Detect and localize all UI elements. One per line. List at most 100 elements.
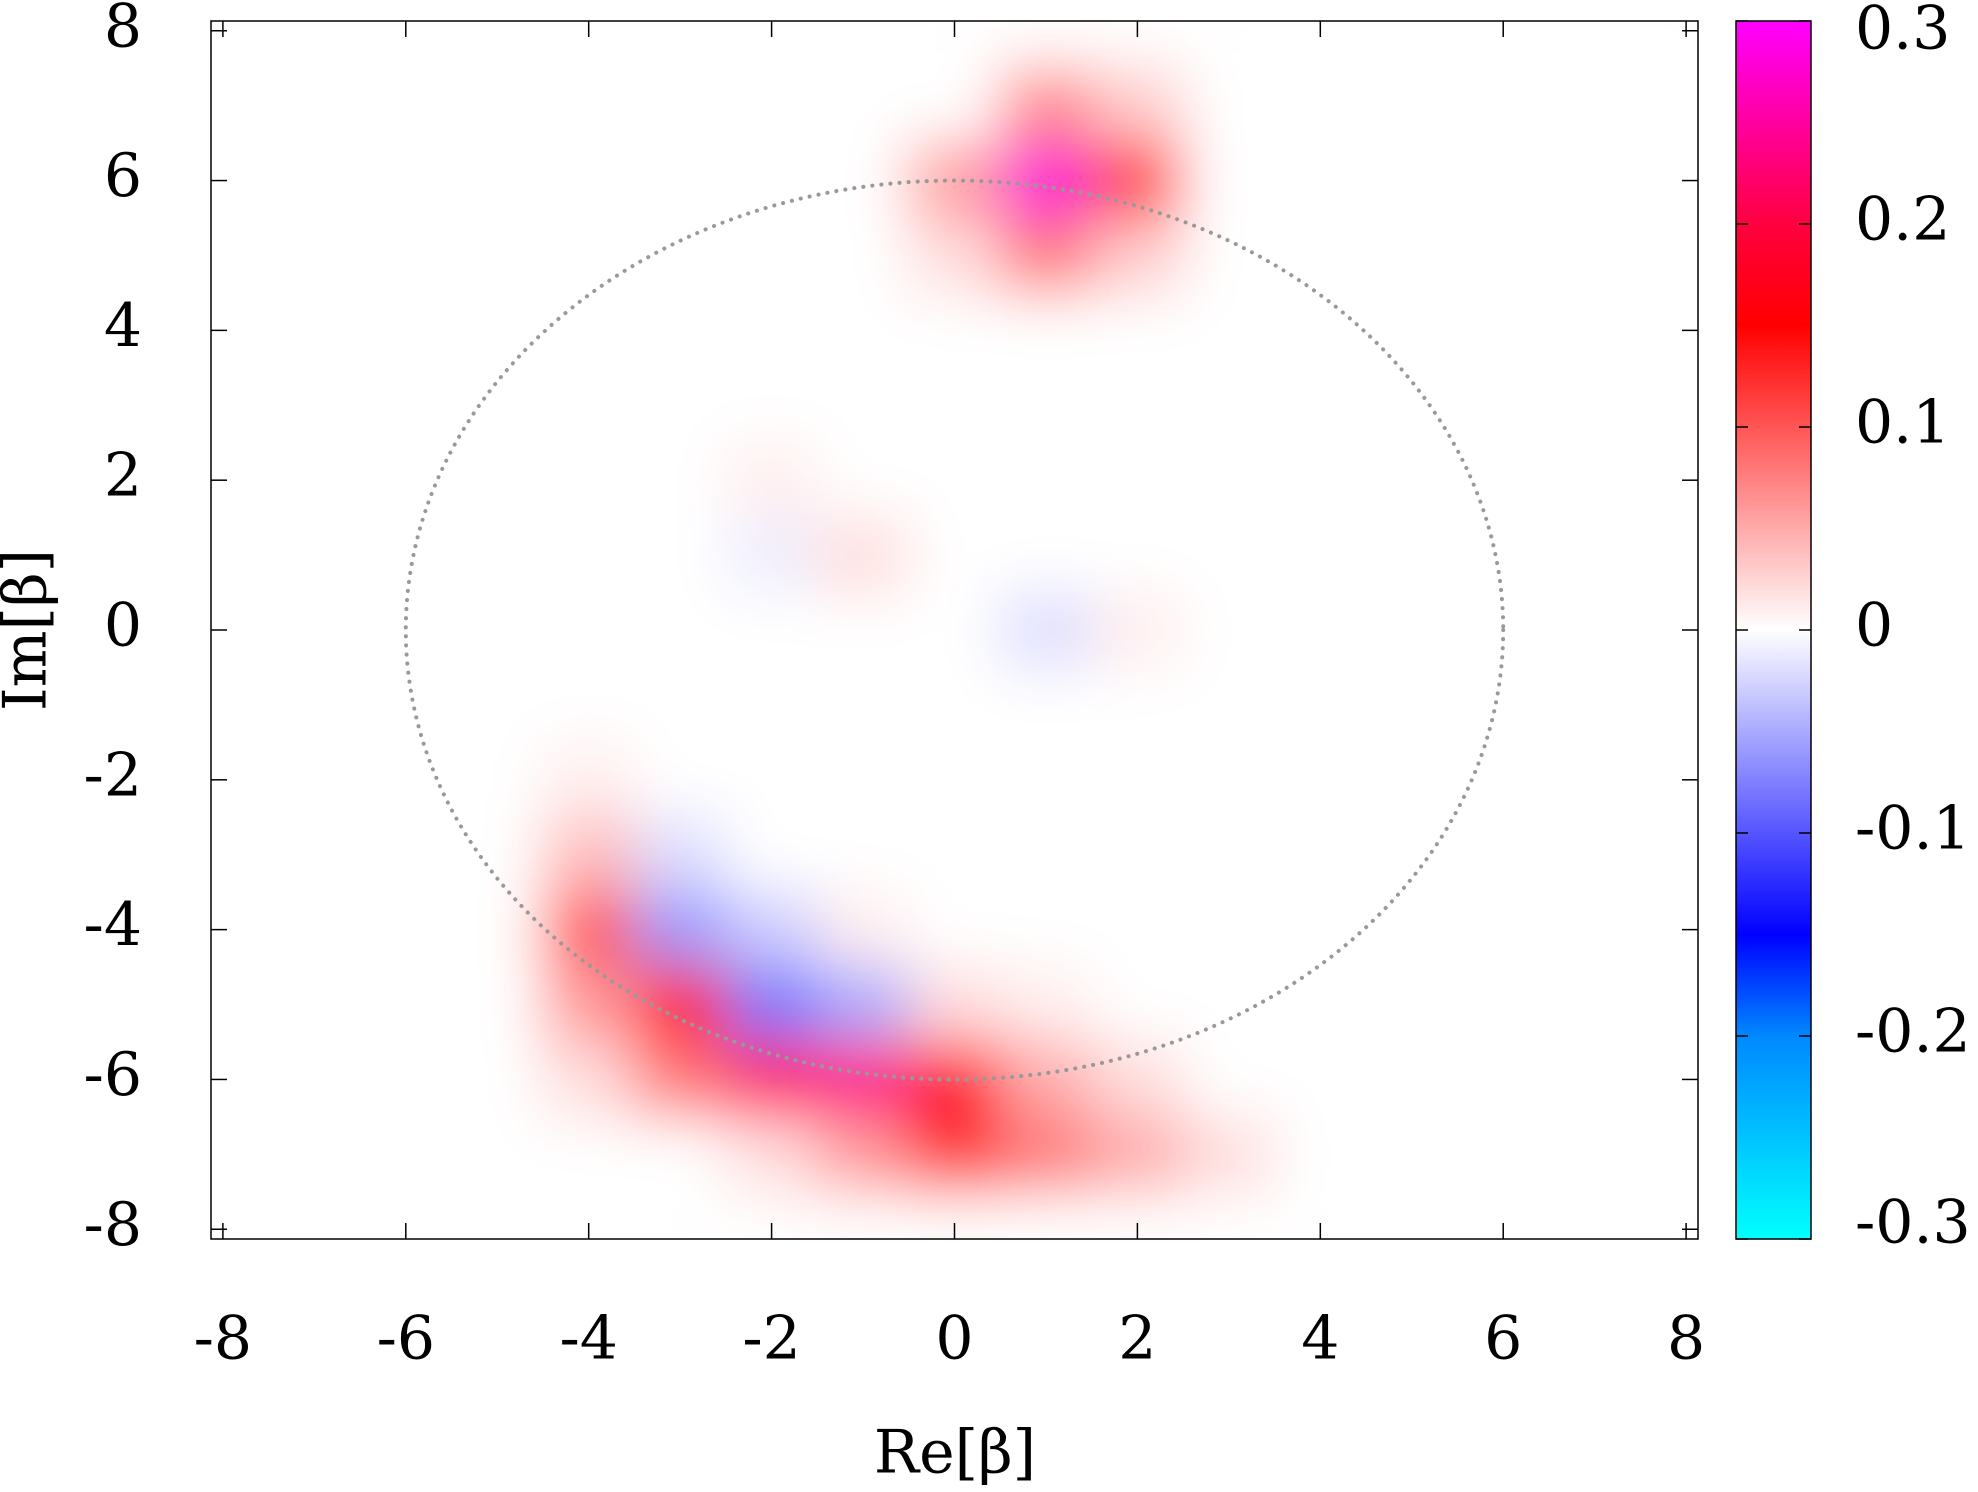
- heat-cell: [360, 817, 453, 893]
- heat-cell: [1457, 817, 1550, 893]
- heat-cell: [542, 143, 635, 219]
- heat-cell: [1366, 517, 1458, 594]
- heat-cell: [542, 218, 635, 294]
- heat-cell: [1183, 742, 1276, 818]
- heat-cell: [1366, 218, 1458, 294]
- heat-cell: [1000, 892, 1093, 968]
- heat-cell: [1091, 817, 1184, 893]
- heat-cell: [1183, 1191, 1276, 1239]
- heat-cell: [1183, 367, 1276, 444]
- heat-cell: [817, 892, 910, 968]
- heat-cell: [451, 143, 544, 219]
- heat-cell: [908, 742, 1001, 818]
- heat-cell: [1274, 1041, 1367, 1118]
- heat-cell: [1366, 367, 1458, 444]
- heat-cell: [1457, 667, 1550, 743]
- heat-cell: [1366, 817, 1458, 893]
- heat-cell: [1457, 367, 1550, 444]
- heat-cell: [908, 442, 1001, 519]
- heat-cell: [908, 817, 1001, 893]
- heat-cell: [634, 1041, 727, 1118]
- heat-cell: [542, 1116, 635, 1193]
- heat-cell: [211, 517, 270, 594]
- heat-cell: [268, 817, 361, 893]
- heat-cell: [908, 667, 1001, 743]
- heat-cell: [1183, 68, 1276, 144]
- heat-cell: [360, 592, 453, 668]
- heat-cell: [360, 367, 453, 444]
- heat-cell: [908, 892, 1001, 968]
- heat-cell: [542, 68, 635, 144]
- heat-cell: [908, 367, 1001, 444]
- x-tick-label: -4: [559, 1304, 617, 1374]
- heat-cell: [1183, 517, 1276, 594]
- heat-cell: [1640, 21, 1698, 69]
- heat-cell: [817, 517, 910, 594]
- y-tick-label: -2: [84, 740, 142, 810]
- heat-cell: [1000, 292, 1093, 369]
- heat-cell: [542, 892, 635, 968]
- heat-cell: [1091, 592, 1184, 668]
- heat-cell: [725, 967, 818, 1043]
- y-tick-label: -6: [84, 1040, 142, 1110]
- heat-cell: [725, 367, 818, 444]
- heat-cell: [1000, 742, 1093, 818]
- heat-cell: [725, 143, 818, 219]
- heat-cell: [817, 143, 910, 219]
- heat-cell: [725, 667, 818, 743]
- heat-cell: [634, 1191, 727, 1239]
- x-tick-label: 8: [1667, 1304, 1705, 1374]
- heat-cell: [1548, 292, 1641, 369]
- heat-cell: [451, 817, 544, 893]
- heat-cell: [725, 817, 818, 893]
- heat-cell: [360, 967, 453, 1043]
- y-tick-label: -4: [84, 890, 142, 960]
- heat-cell: [542, 292, 635, 369]
- heat-cell: [1091, 967, 1184, 1043]
- colorbar-tick-label: 0.2: [1855, 185, 1950, 255]
- heat-cell: [1274, 817, 1367, 893]
- heat-cell: [451, 892, 544, 968]
- heat-cell: [634, 442, 727, 519]
- heat-cell: [1274, 367, 1367, 444]
- heat-cell: [360, 517, 453, 594]
- heat-cell: [1274, 68, 1367, 144]
- heat-cell: [268, 442, 361, 519]
- heat-cell: [211, 367, 270, 444]
- heat-cell: [360, 1041, 453, 1118]
- heat-cell: [1548, 967, 1641, 1043]
- heat-cell: [211, 1116, 270, 1193]
- heat-cell: [817, 21, 910, 69]
- heat-cell: [1183, 442, 1276, 519]
- y-tick-label: -8: [84, 1190, 142, 1260]
- heat-cell: [1000, 68, 1093, 144]
- heat-cell: [1640, 1116, 1698, 1193]
- heat-cell: [725, 292, 818, 369]
- heat-cell: [1548, 442, 1641, 519]
- heat-cell: [817, 1116, 910, 1193]
- heat-cell: [1274, 143, 1367, 219]
- heat-cell: [268, 218, 361, 294]
- heat-cell: [1274, 292, 1367, 369]
- colorbar: [1735, 20, 1812, 1240]
- heat-cell: [268, 21, 361, 69]
- heat-cell: [1091, 517, 1184, 594]
- heat-cell: [1091, 367, 1184, 444]
- heat-cell: [1457, 967, 1550, 1043]
- heat-cell: [211, 817, 270, 893]
- heat-cell: [1548, 68, 1641, 144]
- colorbar-tick-label: -0.1: [1855, 794, 1971, 864]
- heat-cell: [268, 1191, 361, 1239]
- heat-cell: [1183, 892, 1276, 968]
- heat-cell: [1183, 21, 1276, 69]
- heat-cell: [1183, 667, 1276, 743]
- heat-cell: [1366, 1191, 1458, 1239]
- heat-cell: [1457, 1041, 1550, 1118]
- heat-cell: [451, 517, 544, 594]
- heat-cell: [360, 667, 453, 743]
- heat-cell: [451, 68, 544, 144]
- reference-circle: [403, 178, 1506, 1082]
- heat-cell: [451, 1041, 544, 1118]
- colorbar-tick-label: -0.3: [1855, 1188, 1971, 1258]
- heat-cell: [360, 218, 453, 294]
